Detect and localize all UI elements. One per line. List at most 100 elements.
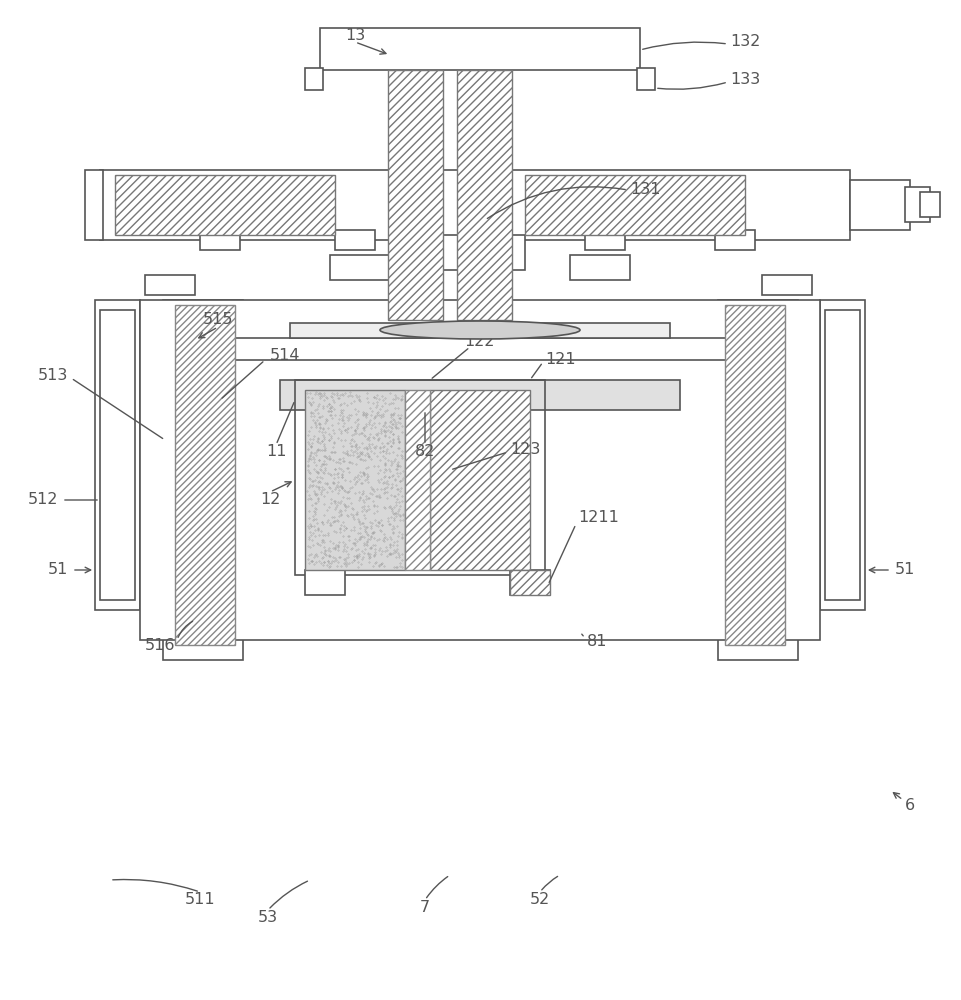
Point [329,537,344,553]
Point [339,490,355,506]
Point [319,450,334,466]
Point [334,467,350,483]
Point [304,451,319,467]
Point [334,479,350,495]
Point [322,400,337,416]
Point [394,493,409,509]
Point [349,420,364,436]
Point [325,474,340,490]
Point [340,447,356,463]
Point [382,424,398,440]
Point [331,390,346,406]
Point [367,512,382,528]
Point [327,386,342,402]
Point [346,433,361,449]
Point [315,400,331,416]
Point [364,481,380,497]
Point [361,449,377,465]
FancyBboxPatch shape [585,230,625,250]
Point [353,444,368,460]
Point [354,499,369,515]
Point [354,444,369,460]
Point [351,467,366,483]
Point [383,406,399,422]
Point [389,447,405,463]
Point [375,392,390,408]
Point [310,465,326,481]
Point [361,490,377,506]
Point [311,385,327,401]
Point [390,407,406,423]
Point [349,418,364,434]
Point [354,435,369,451]
Point [381,510,396,526]
Point [364,525,380,541]
Point [310,464,326,480]
Point [310,522,326,538]
Point [357,422,372,438]
Point [314,433,330,449]
Point [387,472,403,488]
Point [384,503,400,519]
Point [395,463,410,479]
Point [332,421,347,437]
Point [333,524,348,540]
Point [381,461,396,477]
Point [363,443,379,459]
Point [392,524,407,540]
Point [371,489,386,505]
Point [344,395,359,411]
Point [301,457,316,473]
Point [320,476,335,492]
Point [326,549,341,565]
Point [366,548,382,564]
Point [319,502,334,518]
Point [321,547,336,563]
Point [357,541,373,557]
Point [357,535,372,551]
Point [313,386,329,402]
Point [376,408,391,424]
Point [349,406,364,422]
FancyBboxPatch shape [305,570,345,595]
Point [337,556,353,572]
Text: 1211: 1211 [578,510,619,526]
Point [353,531,368,547]
Point [322,548,337,564]
Point [356,464,371,480]
Point [349,550,364,566]
Point [317,438,333,454]
Point [333,469,349,485]
Point [353,489,368,505]
Bar [510,570,550,595]
Point [329,552,344,568]
Point [377,450,392,466]
Bar [405,390,430,570]
Point [337,498,353,514]
Point [379,443,394,459]
Point [391,549,407,565]
Point [340,508,356,524]
Point [388,543,404,559]
Point [379,402,394,418]
Point [312,385,328,401]
Point [368,390,383,406]
Point [310,405,326,421]
Point [350,403,365,419]
Point [372,415,387,431]
Point [348,387,363,403]
FancyBboxPatch shape [100,310,135,600]
Point [360,448,376,464]
Point [324,509,339,525]
Point [323,466,338,482]
Point [366,525,382,541]
Point [395,507,410,523]
Point [303,419,318,435]
Point [309,442,325,458]
Point [325,385,340,401]
Point [343,506,358,522]
Point [357,427,372,443]
Point [359,445,375,461]
Point [356,549,371,565]
Point [307,549,322,565]
